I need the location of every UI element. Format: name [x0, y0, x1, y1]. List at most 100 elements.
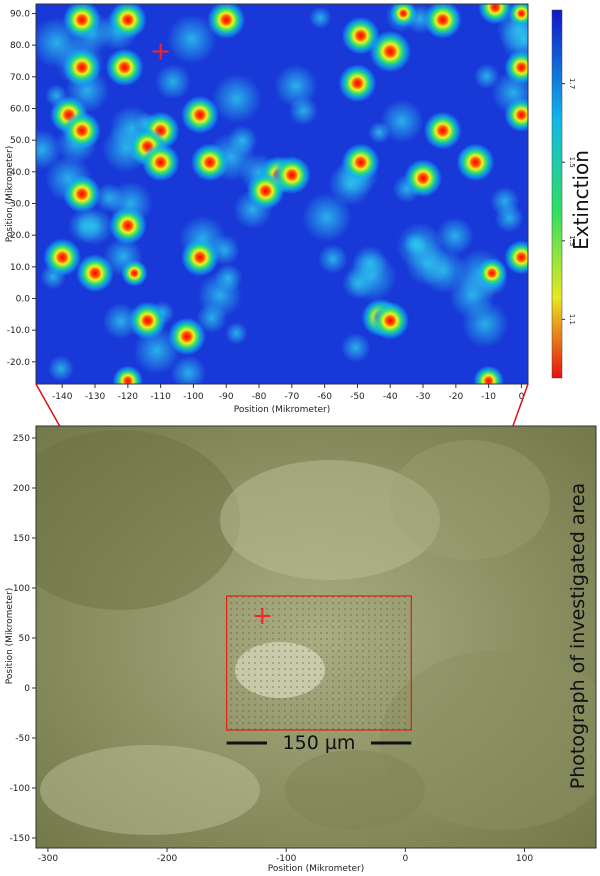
heatmap-y-tick-label: 10.0 [10, 263, 30, 273]
photo-texture [380, 650, 596, 830]
photo-y-tick-label: -150 [10, 834, 31, 844]
heatmap-y-tick-label: 70.0 [10, 73, 30, 83]
heatmap-hot-spot [190, 143, 229, 182]
heatmap-hot-spot [112, 365, 144, 384]
heatmap-blob [47, 355, 75, 382]
photo-y-tick-label: 0 [24, 684, 30, 694]
heatmap-hot-spot [181, 95, 219, 134]
heatmap-blob [420, 247, 467, 294]
heatmap-hot-spot [404, 159, 443, 198]
heatmap-blob [380, 99, 424, 143]
photo-y-tick-label: -100 [10, 784, 31, 794]
heatmap-hot-spot [62, 48, 101, 87]
photo-panel: 150 µm -300 -200 -100 0 100 -150 -100 -50 0 50 10… [5, 425, 597, 874]
heatmap-blob [352, 245, 388, 281]
heatmap-blob [461, 300, 509, 348]
heatmap-hot-spot [108, 4, 147, 39]
heatmap-hot-spot [246, 171, 285, 210]
heatmap-blob [166, 14, 217, 65]
heatmap-hot-spot [504, 240, 528, 275]
colorbar-tick-label: 1.3 [568, 235, 576, 246]
heatmap-hot-spot [76, 254, 115, 293]
photo-texture [36, 430, 240, 610]
colorbar-tick-label: 1.1 [568, 314, 576, 325]
photo-y-label: Position (Mikrometer) [5, 588, 15, 684]
colorbar-ticks: 1.7 1.5 1.3 1.1 [562, 78, 576, 325]
photo-texture [220, 460, 440, 580]
heatmap-blob [317, 244, 348, 274]
heatmap-blob [196, 302, 228, 334]
heatmap-blob [301, 192, 352, 243]
heatmap-hot-spot [390, 4, 417, 27]
photo-y-tick-label: 100 [13, 584, 30, 594]
photo-marker-cross [254, 608, 271, 624]
heatmap-x-tick-label: -140 [52, 392, 73, 402]
photo-x-tick-label: 100 [516, 854, 533, 864]
photo-texture [390, 440, 550, 560]
heatmap-x-tick-label: -30 [416, 392, 431, 402]
heatmap-blob [340, 332, 371, 363]
heatmap-y-tick-label: 80.0 [10, 41, 30, 51]
photo-x-tick-label: -200 [157, 854, 178, 864]
heatmap-blob [36, 129, 62, 170]
colorbar-gradient [551, 9, 563, 379]
heatmap-hot-spot [504, 97, 528, 132]
heatmap-hot-spot [423, 111, 462, 150]
heatmap-hot-spot [181, 238, 219, 277]
heatmap-hot-spots [43, 4, 528, 384]
photo-y-axis: -150 -100 -50 0 50 100 150 200 250 [10, 434, 36, 844]
heatmap-blob [75, 207, 114, 246]
heatmap-blob [435, 217, 475, 256]
heatmap-hot-spot [62, 4, 101, 39]
heatmap-y-tick-label: 50.0 [10, 136, 30, 146]
colorbar-tick-label: 1.7 [568, 78, 576, 89]
photo-y-tick-label: -50 [15, 734, 30, 744]
heatmap-hot-spot [504, 50, 528, 85]
heatmap-blob [102, 302, 140, 340]
photo-frame [35, 425, 597, 849]
photo-side-label: Photograph of investigated area [567, 483, 589, 789]
heatmap-blob [473, 63, 500, 90]
photo-x-tick-label: 0 [402, 854, 408, 864]
heatmap-x-tick-label: -60 [317, 392, 332, 402]
heatmap-hot-spot [338, 64, 377, 103]
heatmap-hot-spot [478, 4, 513, 25]
heatmap-x-tick-label: -100 [183, 392, 204, 402]
heatmap-x-tick-label: -130 [85, 392, 106, 402]
heatmap-hot-spot [121, 259, 148, 287]
heatmap-y-tick-label: 60.0 [10, 105, 30, 115]
photo-y-tick-label: 150 [13, 534, 30, 544]
scale-bar-label: 150 µm [283, 732, 356, 754]
heatmap-blob [274, 64, 318, 108]
heatmap-blob [211, 73, 262, 124]
heatmap-blob [494, 203, 524, 233]
photo-y-tick-label: 50 [19, 634, 31, 644]
heatmap-y-tick-label: 20.0 [10, 231, 30, 241]
photo-texture [285, 750, 425, 830]
heatmap-x-tick-label: -80 [252, 392, 267, 402]
heatmap-x-tick-label: -10 [481, 392, 496, 402]
heatmap-x-tick-label: -50 [350, 392, 365, 402]
heatmap-x-tick-label: -90 [219, 392, 234, 402]
heatmap-blob [154, 63, 191, 100]
heatmap-hot-spot [108, 206, 147, 245]
photo-x-label: Position (Mikrometer) [268, 864, 364, 874]
heatmap-frame [35, 3, 529, 385]
heatmap-x-tick-label: 0 [519, 392, 525, 402]
heatmap-hot-spot [369, 30, 412, 73]
heatmap-x-tick-label: -110 [150, 392, 171, 402]
heatmap-blob [309, 6, 332, 30]
heatmap-y-tick-label: 30.0 [10, 200, 30, 210]
heatmap-hot-spot [456, 143, 495, 182]
heatmap-y-axis: -20.0 -10.0 0.0 10.0 20.0 30.0 40.0 50.0 60.0 70.… [7, 10, 36, 368]
photo-x-tick-label: -100 [276, 854, 297, 864]
photo-texture [40, 745, 260, 835]
heatmap-x-tick-label: -70 [284, 392, 299, 402]
heatmap-panel: -140 -130 -120 -110 -100 -90 -80 -70 -60 -50 -40 -3… [5, 3, 529, 415]
heatmap-hot-spot [473, 365, 504, 384]
colorbar-label: Extinction [569, 150, 593, 250]
heatmap-hot-spot [62, 175, 101, 213]
heatmap-hot-spot [341, 16, 380, 55]
heatmap-x-label: Position (Mikrometer) [234, 405, 330, 415]
